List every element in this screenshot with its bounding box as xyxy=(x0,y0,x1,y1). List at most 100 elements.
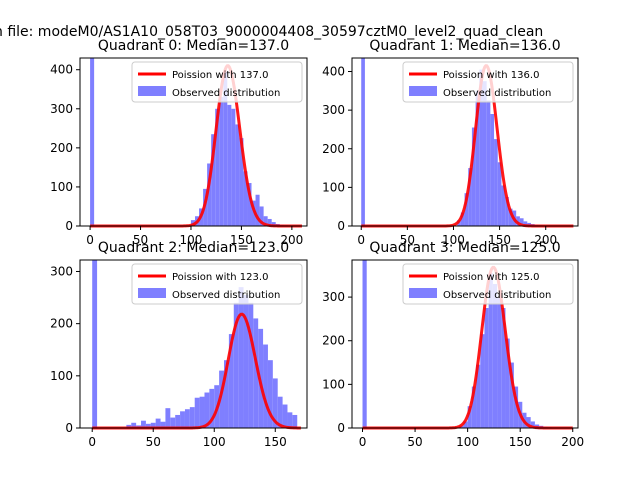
x-tick-label: 50 xyxy=(146,435,161,449)
y-tick-label: 200 xyxy=(322,142,345,156)
x-tick-label: 0 xyxy=(359,435,367,449)
y-tick-label: 0 xyxy=(337,219,345,233)
hist-bar xyxy=(476,364,481,428)
hist-bar xyxy=(519,218,524,226)
y-tick-label: 0 xyxy=(65,421,73,435)
hist-bar xyxy=(292,414,298,428)
hist-bar xyxy=(509,362,514,428)
axes-frame xyxy=(351,57,579,227)
hist-bar xyxy=(255,194,260,226)
hist-bar xyxy=(160,421,166,428)
hist-bar xyxy=(501,308,506,428)
hist-bar xyxy=(287,412,293,428)
y-tick-label: 300 xyxy=(50,264,73,278)
hist-bar xyxy=(263,216,268,226)
hist-bar xyxy=(508,208,513,226)
legend-hist-swatch xyxy=(409,86,437,96)
hist-bar xyxy=(497,162,502,226)
hist-bar xyxy=(271,222,276,226)
y-tick-label: 200 xyxy=(322,334,345,348)
y-tick-label: 300 xyxy=(322,103,345,117)
hist-bar xyxy=(211,134,216,226)
y-tick-label: 300 xyxy=(50,102,73,116)
subplot-title: Quadrant 3: Median=125.0 xyxy=(369,240,560,256)
hist-bar xyxy=(362,260,367,428)
hist-bar xyxy=(209,388,215,428)
legend-box xyxy=(402,263,574,305)
hist-bar xyxy=(482,81,487,226)
legend-hist-swatch xyxy=(138,288,166,298)
hist-bar xyxy=(259,206,264,226)
subplot-title: Quadrant 1: Median=136.0 xyxy=(369,38,560,54)
axes-frame xyxy=(79,259,308,429)
subplot-3: 0 50 100 150 200 0 100 200 300 Poission with 125.… xyxy=(322,240,584,449)
hist-bar xyxy=(263,344,268,428)
x-tick-label: 50 xyxy=(133,233,148,247)
legend-hist-label: Observed distribution xyxy=(443,290,551,301)
hist-bar xyxy=(207,163,212,226)
figure-suptitle: n file: modeM0/AS1A10_058T03_9000004408_… xyxy=(0,24,543,40)
legend-hist-label: Observed distribution xyxy=(172,88,280,99)
hist-bar xyxy=(145,423,151,428)
x-tick-label: 150 xyxy=(264,435,287,449)
x-tick-label: 200 xyxy=(280,233,303,247)
hist-bar xyxy=(90,58,95,226)
hist-bar xyxy=(131,422,137,428)
y-tick-label: 400 xyxy=(322,65,345,79)
hist-bar xyxy=(471,386,477,428)
hist-bar xyxy=(460,212,465,226)
hist-bar xyxy=(479,69,483,226)
subplot-1: 0 50 100 150 200 0 100 200 300 400 Poission with 1… xyxy=(322,38,579,247)
legend-hist-label: Observed distribution xyxy=(443,88,551,99)
y-tick-label: 0 xyxy=(337,421,345,435)
hist-bar xyxy=(513,386,519,428)
hist-bar xyxy=(228,334,234,428)
hist-bar xyxy=(526,417,531,428)
hist-bar xyxy=(505,338,510,428)
hist-bar xyxy=(235,124,240,226)
hist-bar xyxy=(126,424,132,428)
hist-bar xyxy=(223,71,228,227)
subplot-title: Quadrant 0: Median=137.0 xyxy=(98,38,289,54)
hist-bar xyxy=(468,168,472,226)
x-tick-label: 100 xyxy=(456,435,479,449)
hist-bar xyxy=(516,216,520,226)
hist-bar xyxy=(277,396,283,428)
hist-bar xyxy=(180,411,185,428)
hist-bar xyxy=(92,260,98,428)
hist-bar xyxy=(231,108,236,226)
hist-bar xyxy=(189,407,195,428)
axes-frame xyxy=(79,57,308,227)
hist-bar xyxy=(486,100,491,226)
hist-bar xyxy=(484,308,489,428)
x-tick-label: 100 xyxy=(180,233,203,247)
x-tick-label: 50 xyxy=(400,233,415,247)
y-tick-label: 100 xyxy=(50,180,73,194)
hist-bar xyxy=(204,392,210,428)
hist-bar xyxy=(267,360,273,428)
legend-fit-label: Poission with 125.0 xyxy=(443,272,539,283)
hist-bar xyxy=(272,378,278,428)
hist-bar xyxy=(475,90,480,227)
hist-bar xyxy=(247,183,252,226)
hist-bar xyxy=(199,396,205,428)
hist-bar xyxy=(251,200,256,226)
hist-bar xyxy=(464,193,469,226)
y-tick-label: 100 xyxy=(322,377,345,391)
axes-frame xyxy=(351,259,579,429)
y-tick-label: 300 xyxy=(322,290,345,304)
hist-bar xyxy=(215,108,220,226)
hist-bar xyxy=(480,334,485,428)
hist-bar xyxy=(490,114,495,226)
hist-bar xyxy=(492,284,498,428)
y-tick-label: 200 xyxy=(50,141,73,155)
hist-bar xyxy=(463,421,468,428)
legend-fit-label: Poission with 123.0 xyxy=(172,272,268,283)
hist-bar xyxy=(243,171,248,226)
hist-bar xyxy=(243,294,249,428)
hist-bar xyxy=(467,406,472,428)
hist-bar xyxy=(267,218,272,226)
hist-bar xyxy=(141,420,146,428)
subplot-0: 0 50 100 150 200 0 100 200 300 400 Poission with 1… xyxy=(50,38,308,247)
